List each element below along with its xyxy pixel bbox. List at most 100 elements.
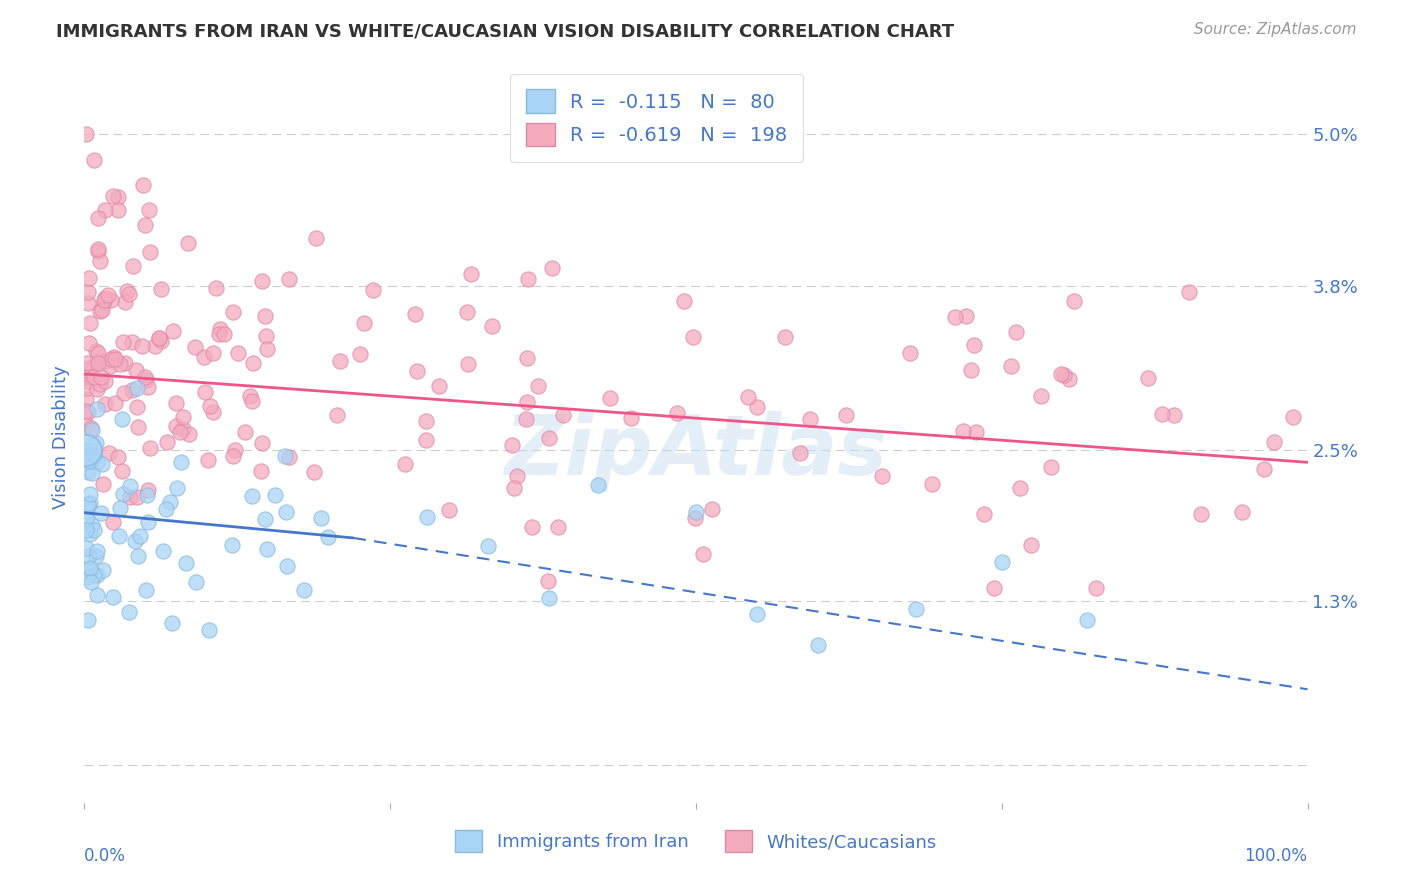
Point <box>89 377 111 392</box>
Point <box>198 399 221 413</box>
Point <box>136 515 159 529</box>
Point <box>515 412 537 426</box>
Point <box>127 549 149 564</box>
Point <box>76 497 98 511</box>
Point <box>75 392 97 406</box>
Point <box>1163 408 1185 422</box>
Point <box>101 189 124 203</box>
Point <box>135 582 157 597</box>
Point <box>86 402 108 417</box>
Point <box>75 541 97 555</box>
Point <box>86 382 108 396</box>
Point <box>80 575 103 590</box>
Point <box>326 408 349 422</box>
Point <box>538 591 561 605</box>
Point <box>156 434 179 449</box>
Point <box>79 361 101 376</box>
Point <box>103 515 125 529</box>
Point <box>250 465 273 479</box>
Point <box>240 489 263 503</box>
Point <box>93 293 115 307</box>
Point <box>94 354 117 368</box>
Point <box>77 562 100 576</box>
Point <box>75 128 97 142</box>
Point <box>82 518 104 533</box>
Text: 0.0%: 0.0% <box>84 847 127 864</box>
Point <box>943 310 966 325</box>
Point <box>90 506 112 520</box>
Point <box>75 523 97 537</box>
Point <box>1253 462 1275 476</box>
Point <box>239 389 262 403</box>
Point <box>107 203 129 218</box>
Point <box>1281 409 1303 424</box>
Point <box>201 405 224 419</box>
Point <box>75 512 97 526</box>
Text: Source: ZipAtlas.com: Source: ZipAtlas.com <box>1194 22 1357 37</box>
Point <box>80 448 103 462</box>
Point <box>143 339 166 353</box>
Point <box>75 442 97 457</box>
Point <box>201 345 224 359</box>
Point <box>114 355 136 369</box>
Point <box>620 411 643 425</box>
Point <box>537 431 560 445</box>
Point <box>503 481 526 495</box>
Point <box>115 284 138 298</box>
Point <box>665 406 688 420</box>
Point <box>108 501 131 516</box>
Point <box>516 272 538 286</box>
Point <box>1232 505 1254 519</box>
Point <box>898 346 921 360</box>
Point <box>516 351 538 365</box>
Point <box>83 523 105 537</box>
Point <box>834 408 856 422</box>
Point <box>1008 482 1031 496</box>
Point <box>86 354 108 368</box>
Point <box>94 202 117 217</box>
Point <box>103 350 125 364</box>
Point <box>460 267 482 281</box>
Text: ZipAtlas: ZipAtlas <box>505 411 887 492</box>
Point <box>240 393 263 408</box>
Point <box>253 310 276 324</box>
Point <box>960 363 983 377</box>
Point <box>79 335 101 350</box>
Point <box>208 322 231 336</box>
Point <box>93 374 115 388</box>
Point <box>1063 293 1085 308</box>
Point <box>79 317 101 331</box>
Point <box>80 466 103 480</box>
Point <box>1150 408 1173 422</box>
Point <box>1053 368 1076 383</box>
Point <box>139 244 162 259</box>
Point <box>551 408 574 422</box>
Point <box>111 334 134 349</box>
Point <box>77 613 100 627</box>
Point <box>125 363 148 377</box>
Point <box>149 334 172 348</box>
Point <box>94 291 117 305</box>
Point <box>76 381 98 395</box>
Point <box>599 391 621 405</box>
Point <box>439 503 461 517</box>
Point <box>111 411 134 425</box>
Point <box>1136 371 1159 385</box>
Point <box>122 259 145 273</box>
Point <box>174 557 197 571</box>
Point <box>79 549 101 563</box>
Point <box>77 271 100 285</box>
Point <box>124 533 146 548</box>
Point <box>75 417 97 432</box>
Point <box>100 293 122 307</box>
Point <box>97 288 120 302</box>
Point <box>77 448 100 462</box>
Point <box>86 345 108 359</box>
Point <box>540 261 562 276</box>
Point <box>1263 435 1285 450</box>
Point <box>159 495 181 509</box>
Point <box>152 544 174 558</box>
Point <box>91 563 114 577</box>
Point <box>1040 460 1063 475</box>
Point <box>952 425 974 439</box>
